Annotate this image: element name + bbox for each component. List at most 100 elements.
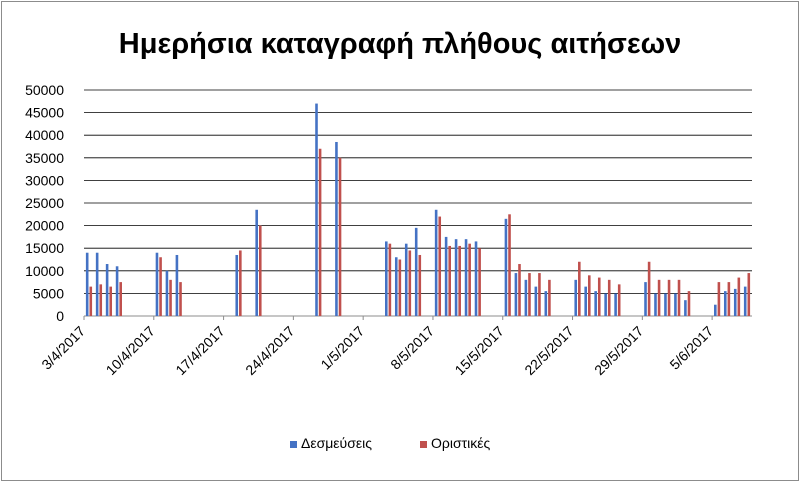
bar [544, 291, 548, 316]
bar [115, 266, 119, 316]
bar [587, 275, 591, 316]
y-tick-label: 20000 [25, 218, 64, 234]
legend-swatch [420, 441, 427, 448]
bar [89, 286, 93, 316]
bar [647, 261, 651, 316]
bar [524, 279, 528, 316]
y-tick-label: 25000 [25, 195, 64, 211]
bar [474, 241, 478, 316]
bar [604, 293, 607, 316]
bar [743, 286, 747, 316]
bar [155, 252, 159, 316]
bar [594, 291, 597, 316]
bar [458, 245, 461, 316]
bar [159, 257, 162, 316]
bar [538, 273, 541, 316]
x-tick-label: 8/5/2017 [387, 323, 437, 373]
bar [454, 239, 458, 316]
x-tick-label: 10/4/2017 [103, 323, 159, 379]
bar [518, 264, 521, 316]
bar [584, 286, 587, 316]
bar [534, 286, 538, 316]
x-tick-label: 22/5/2017 [521, 323, 577, 379]
x-tick-label: 3/4/2017 [38, 323, 88, 373]
bar [597, 277, 601, 316]
bar [664, 293, 667, 316]
y-tick-label: 30000 [25, 172, 64, 188]
bar [388, 243, 392, 316]
y-tick-label: 45000 [25, 105, 64, 121]
bar [255, 209, 258, 316]
y-tick-label: 35000 [25, 150, 64, 166]
y-tick-label: 5000 [33, 285, 64, 301]
x-tick-label: 29/5/2017 [591, 323, 647, 379]
bar [574, 279, 578, 316]
bar [448, 245, 451, 316]
bar [723, 291, 727, 316]
chart-title: Ημερήσια καταγραφή πλήθους αιτήσεων [119, 28, 681, 60]
bar [657, 279, 661, 316]
bar [674, 293, 677, 316]
bar [318, 148, 322, 316]
bar [737, 277, 741, 316]
bars [85, 103, 751, 316]
bar [398, 259, 402, 316]
bar [95, 252, 99, 316]
bar [418, 254, 422, 316]
bar [677, 279, 681, 316]
y-tick-label: 40000 [25, 127, 64, 143]
bar [528, 273, 531, 316]
bar [338, 157, 342, 316]
legend-swatch [290, 441, 297, 448]
x-axis-ticks: 3/4/2017 10/4/2017 17/4/2017 24/4/2017 1/5/2… [38, 316, 716, 378]
grid-lines [84, 89, 752, 317]
bar [258, 225, 262, 316]
legend-label: Δεσμεύσεις [301, 435, 372, 451]
bar [548, 279, 551, 316]
bar [733, 288, 737, 316]
bar [165, 270, 169, 316]
bar [99, 284, 103, 316]
bar [175, 254, 179, 316]
legend-label: Οριστικές [431, 435, 490, 451]
legend: Δεσμεύσεις Οριστικές [290, 435, 490, 451]
bar [687, 291, 691, 316]
bar [654, 293, 657, 316]
bar [747, 273, 751, 316]
bar [614, 293, 617, 316]
bar [235, 254, 239, 316]
bar [607, 279, 611, 316]
bar [504, 218, 508, 316]
bar [444, 236, 448, 316]
bar [478, 248, 481, 316]
x-tick-label: 15/5/2017 [452, 323, 508, 379]
bar [578, 261, 581, 316]
bar [335, 141, 338, 316]
bar [717, 282, 721, 316]
bar [109, 286, 113, 316]
bar [105, 264, 109, 316]
x-tick-label: 24/4/2017 [242, 323, 298, 379]
y-tick-label: 0 [56, 308, 64, 324]
bar [394, 257, 398, 316]
bar [414, 227, 418, 316]
bar [714, 304, 717, 316]
bar [169, 279, 172, 316]
y-tick-label: 15000 [25, 240, 64, 256]
bar [727, 282, 731, 316]
x-tick-label: 17/4/2017 [172, 323, 228, 379]
y-tick-label: 10000 [25, 263, 64, 279]
bar [85, 252, 89, 316]
bar [644, 282, 647, 316]
y-axis-ticks: 0 5000 10000 15000 20000 25000 30000 35000 40000… [25, 82, 64, 324]
bar [119, 282, 122, 316]
bar [239, 250, 242, 316]
bar [408, 250, 412, 316]
x-tick-label: 5/6/2017 [666, 323, 716, 373]
bar [508, 214, 511, 316]
bar [434, 209, 438, 316]
bar [468, 243, 471, 316]
bar [385, 241, 388, 316]
